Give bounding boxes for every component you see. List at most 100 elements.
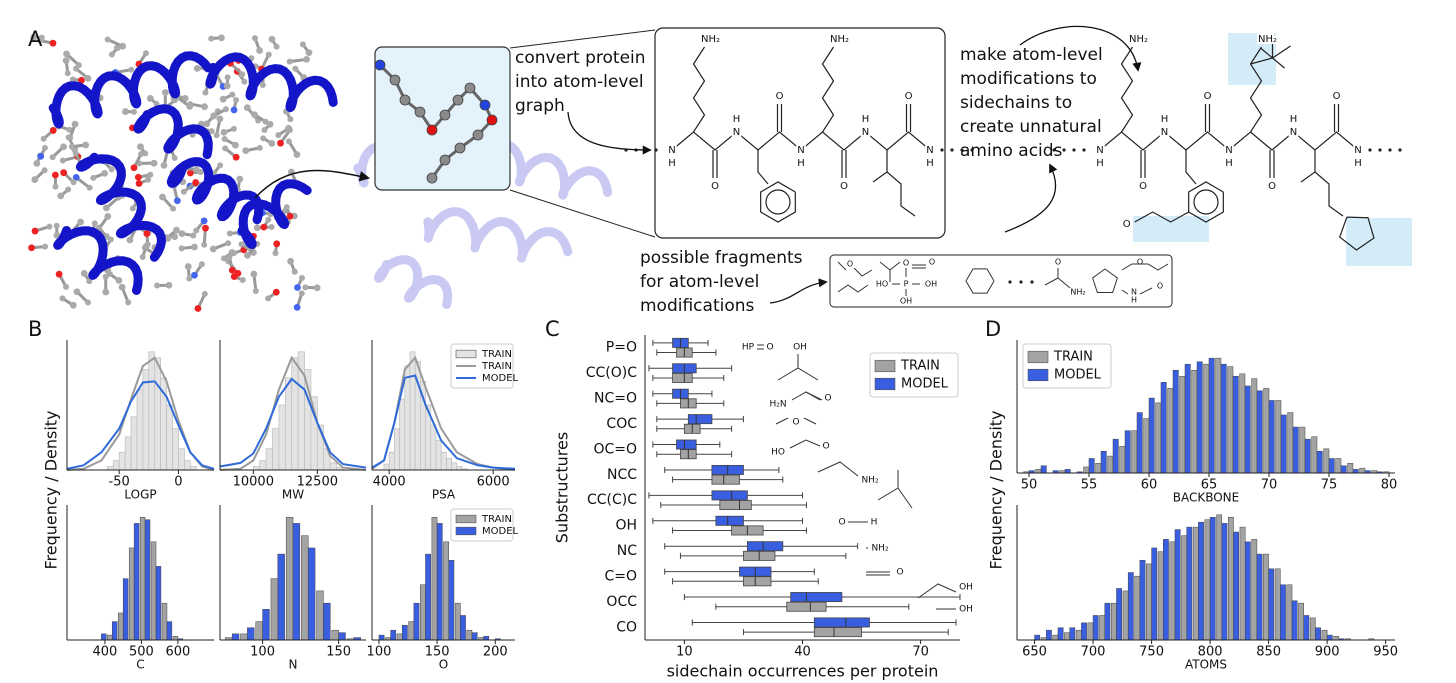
- x-tick-label: 40: [794, 645, 811, 660]
- dot: [1082, 148, 1086, 152]
- bar: [166, 621, 173, 641]
- x-tick-label: 70: [1261, 478, 1278, 493]
- x-tick-label: 150: [425, 645, 450, 660]
- bar: [331, 629, 339, 641]
- bar: [323, 602, 331, 641]
- atom: [220, 128, 228, 136]
- bar: [1198, 521, 1204, 641]
- bar: [338, 632, 346, 641]
- atom: [203, 120, 211, 128]
- helix: [48, 51, 213, 129]
- atom: [178, 245, 185, 252]
- atom: [426, 172, 438, 184]
- atom: [198, 261, 205, 268]
- box: [813, 627, 862, 638]
- hist-bar: [404, 365, 411, 471]
- bond: [692, 46, 706, 133]
- box: [786, 601, 827, 612]
- atom: [129, 205, 136, 212]
- box: [790, 592, 843, 603]
- atom: [303, 55, 310, 63]
- x-tick-label: 10: [676, 645, 693, 660]
- bond: [1185, 150, 1197, 185]
- zoom-line: [509, 189, 656, 238]
- atom: [66, 126, 73, 133]
- legend-swatch: [874, 377, 896, 391]
- bar: [1143, 418, 1150, 474]
- hist-bar: [172, 428, 179, 471]
- atom: [272, 250, 279, 257]
- bar: [1099, 615, 1106, 641]
- atom: [49, 39, 57, 47]
- atom: [86, 278, 93, 285]
- atom: [454, 142, 466, 154]
- x-axis-label: sidechain occurrences per protein: [667, 662, 939, 681]
- hist-bar: [130, 416, 138, 471]
- helix: [423, 207, 573, 263]
- atom: [103, 204, 110, 212]
- caption: graph: [515, 96, 565, 116]
- bar: [1335, 458, 1342, 474]
- legend-swatch: [455, 526, 477, 536]
- hist-bar: [189, 466, 197, 471]
- atom: [70, 179, 77, 186]
- legend-label: TRAIN: [481, 514, 512, 525]
- bar: [285, 517, 294, 641]
- bar: [471, 632, 478, 641]
- hist-bar: [446, 457, 452, 471]
- fragment-label: H: [871, 518, 878, 528]
- x-axis-label: LOGP: [124, 488, 156, 502]
- atom: [218, 34, 225, 42]
- atom: [217, 162, 224, 169]
- atom: [299, 41, 306, 48]
- atom: [286, 127, 293, 134]
- atom: [273, 240, 281, 248]
- x-tick-label: 950: [1373, 645, 1398, 660]
- y-axis-label: Frequency / Density: [987, 410, 1006, 569]
- bar: [101, 633, 107, 641]
- bar: [1192, 526, 1199, 641]
- x-tick-label: 500: [129, 645, 154, 660]
- dot: [1368, 148, 1372, 152]
- atom: [52, 183, 59, 190]
- atom: [208, 128, 215, 135]
- atom: [275, 132, 282, 139]
- x-axis-label: C: [136, 658, 144, 672]
- atom: [145, 176, 152, 183]
- bar: [1251, 539, 1258, 641]
- atom: [174, 197, 181, 205]
- x-axis-label: BACKBONE: [1173, 491, 1240, 505]
- bar: [425, 553, 431, 641]
- bar: [316, 590, 324, 641]
- hist-bar: [106, 466, 114, 471]
- arrow: [567, 111, 652, 155]
- aromatic: [765, 189, 791, 215]
- box: [676, 439, 697, 450]
- bond: [1139, 287, 1153, 295]
- atom: [130, 108, 137, 115]
- x-tick-label: 800: [1198, 645, 1223, 660]
- fragment-label: O: [847, 260, 853, 269]
- atom: [200, 217, 208, 225]
- bar: [408, 621, 415, 641]
- bond: [1121, 289, 1129, 295]
- helix: [133, 104, 213, 160]
- bond: [1120, 46, 1134, 133]
- atom: [69, 76, 76, 83]
- bar: [431, 517, 438, 641]
- atom: [82, 141, 90, 149]
- atom: [77, 218, 84, 226]
- x-tick-label: 700: [1081, 645, 1106, 660]
- bar: [1340, 465, 1347, 474]
- caption: amino acids: [960, 141, 1063, 161]
- panel-label: D: [985, 317, 1001, 341]
- bar: [413, 602, 420, 641]
- atom: [84, 74, 92, 82]
- atom: [250, 270, 258, 278]
- dot: [960, 148, 964, 152]
- atom-label: N: [797, 145, 804, 156]
- x-tick-label: 80: [1381, 478, 1398, 493]
- bar: [255, 621, 263, 641]
- helix: [53, 226, 143, 295]
